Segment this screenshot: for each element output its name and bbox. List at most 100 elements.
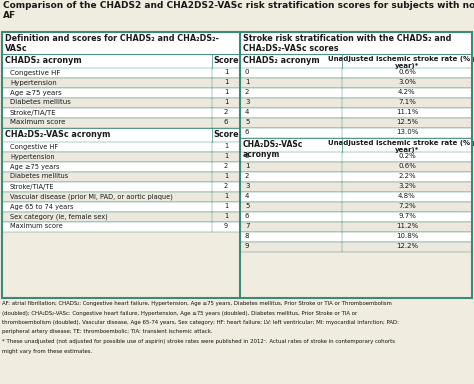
Text: Stroke/TIA/TE: Stroke/TIA/TE [10,109,56,116]
Text: 1: 1 [245,164,249,169]
Bar [2,192,240,202]
Text: CHA₂DS₂-VASc
acronym: CHA₂DS₂-VASc acronym [243,140,303,159]
Bar [240,212,472,222]
Text: 2: 2 [224,164,228,169]
Text: 0: 0 [245,70,249,76]
Text: 1: 1 [245,79,249,86]
Bar [240,98,472,108]
Text: 11.1%: 11.1% [396,109,418,116]
Text: 6: 6 [245,129,249,136]
Bar [2,182,240,192]
Text: 4: 4 [245,194,249,200]
Bar [2,222,240,232]
Text: AF: atrial fibrillation; CHADS₂: Congestive heart failure, Hypertension, Age ≥75: AF: atrial fibrillation; CHADS₂: Congest… [2,301,392,306]
Text: might vary from these estimates.: might vary from these estimates. [2,349,92,354]
Text: Definition and scores for CHADS₂ and CHA₂DS₂-
VASc: Definition and scores for CHADS₂ and CHA… [5,34,219,53]
Text: 1: 1 [224,99,228,106]
Bar [240,242,472,252]
Text: Stroke risk stratification with the CHADS₂ and
CHA₂DS₂-VASc scores: Stroke risk stratification with the CHAD… [243,34,451,53]
Text: Maximum score: Maximum score [10,119,65,126]
Text: 1: 1 [224,194,228,200]
Text: peripheral artery disease; TE: thromboembolic; TIA: transient ischemic attack.: peripheral artery disease; TE: thromboem… [2,329,213,334]
Text: 11.2%: 11.2% [396,223,418,230]
Text: 5: 5 [245,119,249,126]
Bar [2,54,240,68]
Text: 1: 1 [224,204,228,210]
Text: 10.8%: 10.8% [396,233,418,240]
Text: 8: 8 [245,233,249,240]
Bar [2,78,240,88]
Text: CHADS₂ acronym: CHADS₂ acronym [243,56,319,65]
Text: 12.5%: 12.5% [396,119,418,126]
Bar [2,202,240,212]
Bar [2,128,240,142]
Bar [240,152,472,162]
Text: 1: 1 [224,154,228,159]
Text: 7.1%: 7.1% [398,99,416,106]
Text: Stroke/TIA/TE: Stroke/TIA/TE [10,184,55,189]
Text: 9: 9 [224,223,228,230]
Bar [240,172,472,182]
Text: Comparison of the CHADS2 and CHA2DS2-VASc risk stratification scores for subject: Comparison of the CHADS2 and CHA2DS2-VAS… [3,1,474,20]
Bar [2,142,240,152]
Text: Age ≥75 years: Age ≥75 years [10,89,62,96]
Text: 2: 2 [245,174,249,179]
Bar [240,108,472,118]
Text: 2: 2 [245,89,249,96]
Bar [240,162,472,172]
Bar [2,32,472,298]
Text: Congestive HF: Congestive HF [10,70,60,76]
Text: 1: 1 [224,79,228,86]
Text: Age ≥75 years: Age ≥75 years [10,164,60,169]
Bar [240,202,472,212]
Text: 7: 7 [245,223,249,230]
Bar [2,212,240,222]
Bar [240,54,472,68]
Text: 6: 6 [245,214,249,220]
Text: 1: 1 [224,70,228,76]
Text: 3: 3 [245,184,249,189]
Bar [2,172,240,182]
Text: 3.0%: 3.0% [398,79,416,86]
Text: Sex category (ie, female sex): Sex category (ie, female sex) [10,214,108,220]
Text: 2.2%: 2.2% [398,174,416,179]
Text: Maximum score: Maximum score [10,223,63,230]
Text: 1: 1 [224,144,228,149]
Text: 0.6%: 0.6% [398,164,416,169]
Bar [240,192,472,202]
Text: Diabetes mellitus: Diabetes mellitus [10,99,71,106]
Bar [240,88,472,98]
Bar [240,128,472,138]
Text: 12.2%: 12.2% [396,243,418,250]
Text: Vascular disease (prior MI, PAD, or aortic plaque): Vascular disease (prior MI, PAD, or aort… [10,194,173,200]
Text: Diabetes mellitus: Diabetes mellitus [10,174,68,179]
Text: 0: 0 [245,154,249,159]
Text: 7.2%: 7.2% [398,204,416,210]
Text: 1: 1 [224,89,228,96]
Bar [2,88,240,98]
Bar [2,32,240,54]
Bar [240,182,472,192]
Text: 6: 6 [224,119,228,126]
Bar [240,32,472,54]
Text: 13.0%: 13.0% [396,129,418,136]
Text: Hypertension: Hypertension [10,79,57,86]
Text: * These unadjusted (not adjusted for possible use of aspirin) stroke rates were : * These unadjusted (not adjusted for pos… [2,339,395,344]
Text: 1: 1 [224,214,228,220]
Text: thromboembolism (doubled), Vascular disease, Age 65-74 years, Sex category; HF: : thromboembolism (doubled), Vascular dise… [2,320,399,325]
Text: 3.2%: 3.2% [398,184,416,189]
Text: 3: 3 [245,99,249,106]
Text: Score: Score [213,130,239,139]
Bar [240,68,472,78]
Text: 0.6%: 0.6% [398,70,416,76]
Text: 4.2%: 4.2% [398,89,416,96]
Text: 9.7%: 9.7% [398,214,416,220]
Bar [240,232,472,242]
Bar [2,108,240,118]
Text: CHA₂DS₂-VASc acronym: CHA₂DS₂-VASc acronym [5,130,110,139]
Text: 4.8%: 4.8% [398,194,416,200]
Text: Unadjusted ischemic stroke rate (% per
year)*: Unadjusted ischemic stroke rate (% per y… [328,140,474,153]
Text: 9: 9 [245,243,249,250]
Text: CHADS₂ acronym: CHADS₂ acronym [5,56,82,65]
Text: Hypertension: Hypertension [10,154,55,159]
